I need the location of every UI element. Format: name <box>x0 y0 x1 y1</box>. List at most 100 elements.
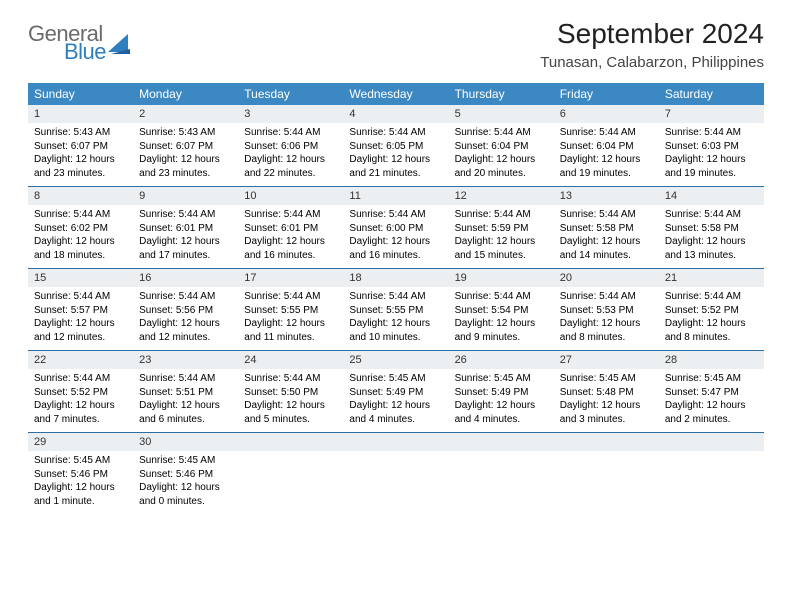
day-number: 27 <box>554 351 659 369</box>
sunset-text: Sunset: 5:58 PM <box>560 222 653 236</box>
day-cell: 25Sunrise: 5:45 AMSunset: 5:49 PMDayligh… <box>343 351 448 432</box>
calendar-week-row: 22Sunrise: 5:44 AMSunset: 5:52 PMDayligh… <box>28 351 764 433</box>
daylight-text: Daylight: 12 hours and 3 minutes. <box>560 399 653 426</box>
day-number: 19 <box>449 269 554 287</box>
day-number: 6 <box>554 105 659 123</box>
day-cell: 6Sunrise: 5:44 AMSunset: 6:04 PMDaylight… <box>554 105 659 186</box>
sunrise-text: Sunrise: 5:45 AM <box>349 372 442 386</box>
day-details: Sunrise: 5:45 AMSunset: 5:46 PMDaylight:… <box>133 451 238 514</box>
weekday-header: Saturday <box>659 83 764 105</box>
day-details: Sunrise: 5:44 AMSunset: 5:51 PMDaylight:… <box>133 369 238 432</box>
sunset-text: Sunset: 6:03 PM <box>665 140 758 154</box>
day-cell: 13Sunrise: 5:44 AMSunset: 5:58 PMDayligh… <box>554 187 659 268</box>
day-cell: 10Sunrise: 5:44 AMSunset: 6:01 PMDayligh… <box>238 187 343 268</box>
title-block: September 2024 Tunasan, Calabarzon, Phil… <box>540 18 764 71</box>
daylight-text: Daylight: 12 hours and 22 minutes. <box>244 153 337 180</box>
sunrise-text: Sunrise: 5:44 AM <box>34 372 127 386</box>
sunrise-text: Sunrise: 5:44 AM <box>139 290 232 304</box>
sunrise-text: Sunrise: 5:45 AM <box>560 372 653 386</box>
day-cell: 11Sunrise: 5:44 AMSunset: 6:00 PMDayligh… <box>343 187 448 268</box>
sunset-text: Sunset: 6:04 PM <box>455 140 548 154</box>
day-cell: 2Sunrise: 5:43 AMSunset: 6:07 PMDaylight… <box>133 105 238 186</box>
sunrise-text: Sunrise: 5:44 AM <box>349 208 442 222</box>
day-details: Sunrise: 5:44 AMSunset: 6:06 PMDaylight:… <box>238 123 343 186</box>
daylight-text: Daylight: 12 hours and 0 minutes. <box>139 481 232 508</box>
sunset-text: Sunset: 5:51 PM <box>139 386 232 400</box>
day-number: 7 <box>659 105 764 123</box>
sunset-text: Sunset: 6:01 PM <box>244 222 337 236</box>
day-details: Sunrise: 5:44 AMSunset: 5:52 PMDaylight:… <box>28 369 133 432</box>
day-details <box>659 451 764 511</box>
day-cell: 4Sunrise: 5:44 AMSunset: 6:05 PMDaylight… <box>343 105 448 186</box>
day-details: Sunrise: 5:44 AMSunset: 5:56 PMDaylight:… <box>133 287 238 350</box>
day-cell: 16Sunrise: 5:44 AMSunset: 5:56 PMDayligh… <box>133 269 238 350</box>
calendar-week-row: 29Sunrise: 5:45 AMSunset: 5:46 PMDayligh… <box>28 433 764 514</box>
sunrise-text: Sunrise: 5:44 AM <box>455 208 548 222</box>
sunrise-text: Sunrise: 5:44 AM <box>665 290 758 304</box>
daylight-text: Daylight: 12 hours and 8 minutes. <box>665 317 758 344</box>
day-number: 17 <box>238 269 343 287</box>
daylight-text: Daylight: 12 hours and 4 minutes. <box>455 399 548 426</box>
day-number: 8 <box>28 187 133 205</box>
sunrise-text: Sunrise: 5:44 AM <box>349 290 442 304</box>
day-cell: 29Sunrise: 5:45 AMSunset: 5:46 PMDayligh… <box>28 433 133 514</box>
day-cell: 19Sunrise: 5:44 AMSunset: 5:54 PMDayligh… <box>449 269 554 350</box>
sunset-text: Sunset: 5:52 PM <box>34 386 127 400</box>
day-number: 24 <box>238 351 343 369</box>
day-cell: 26Sunrise: 5:45 AMSunset: 5:49 PMDayligh… <box>449 351 554 432</box>
sunrise-text: Sunrise: 5:44 AM <box>560 290 653 304</box>
sunrise-text: Sunrise: 5:44 AM <box>139 372 232 386</box>
weekday-header-row: SundayMondayTuesdayWednesdayThursdayFrid… <box>28 83 764 105</box>
daylight-text: Daylight: 12 hours and 12 minutes. <box>139 317 232 344</box>
empty-day-cell <box>659 433 764 514</box>
day-number: 10 <box>238 187 343 205</box>
brand-logo: General Blue <box>28 24 132 62</box>
day-details: Sunrise: 5:44 AMSunset: 5:50 PMDaylight:… <box>238 369 343 432</box>
daylight-text: Daylight: 12 hours and 4 minutes. <box>349 399 442 426</box>
sunset-text: Sunset: 5:59 PM <box>455 222 548 236</box>
day-details: Sunrise: 5:44 AMSunset: 6:05 PMDaylight:… <box>343 123 448 186</box>
day-number: 18 <box>343 269 448 287</box>
day-details: Sunrise: 5:45 AMSunset: 5:49 PMDaylight:… <box>343 369 448 432</box>
logo-sail-icon <box>108 34 132 56</box>
sunset-text: Sunset: 5:46 PM <box>139 468 232 482</box>
day-cell: 14Sunrise: 5:44 AMSunset: 5:58 PMDayligh… <box>659 187 764 268</box>
daylight-text: Daylight: 12 hours and 12 minutes. <box>34 317 127 344</box>
day-number <box>554 433 659 451</box>
daylight-text: Daylight: 12 hours and 6 minutes. <box>139 399 232 426</box>
sunrise-text: Sunrise: 5:44 AM <box>455 126 548 140</box>
daylight-text: Daylight: 12 hours and 23 minutes. <box>139 153 232 180</box>
sunset-text: Sunset: 5:58 PM <box>665 222 758 236</box>
day-details <box>449 451 554 511</box>
sunrise-text: Sunrise: 5:44 AM <box>349 126 442 140</box>
day-details: Sunrise: 5:44 AMSunset: 5:53 PMDaylight:… <box>554 287 659 350</box>
sunrise-text: Sunrise: 5:44 AM <box>34 208 127 222</box>
weekday-header: Monday <box>133 83 238 105</box>
day-cell: 23Sunrise: 5:44 AMSunset: 5:51 PMDayligh… <box>133 351 238 432</box>
empty-day-cell <box>238 433 343 514</box>
day-number: 23 <box>133 351 238 369</box>
empty-day-cell <box>554 433 659 514</box>
day-details: Sunrise: 5:45 AMSunset: 5:48 PMDaylight:… <box>554 369 659 432</box>
daylight-text: Daylight: 12 hours and 19 minutes. <box>560 153 653 180</box>
day-cell: 15Sunrise: 5:44 AMSunset: 5:57 PMDayligh… <box>28 269 133 350</box>
empty-day-cell <box>343 433 448 514</box>
day-cell: 17Sunrise: 5:44 AMSunset: 5:55 PMDayligh… <box>238 269 343 350</box>
daylight-text: Daylight: 12 hours and 16 minutes. <box>349 235 442 262</box>
day-details: Sunrise: 5:44 AMSunset: 6:03 PMDaylight:… <box>659 123 764 186</box>
day-details: Sunrise: 5:45 AMSunset: 5:47 PMDaylight:… <box>659 369 764 432</box>
day-number <box>343 433 448 451</box>
page-header: General Blue September 2024 Tunasan, Cal… <box>28 18 764 71</box>
day-number <box>659 433 764 451</box>
day-number: 12 <box>449 187 554 205</box>
empty-day-cell <box>449 433 554 514</box>
daylight-text: Daylight: 12 hours and 18 minutes. <box>34 235 127 262</box>
day-details: Sunrise: 5:44 AMSunset: 5:54 PMDaylight:… <box>449 287 554 350</box>
sunset-text: Sunset: 6:01 PM <box>139 222 232 236</box>
day-details: Sunrise: 5:44 AMSunset: 6:01 PMDaylight:… <box>238 205 343 268</box>
sunset-text: Sunset: 5:48 PM <box>560 386 653 400</box>
day-number: 11 <box>343 187 448 205</box>
sunrise-text: Sunrise: 5:45 AM <box>455 372 548 386</box>
day-details: Sunrise: 5:44 AMSunset: 5:52 PMDaylight:… <box>659 287 764 350</box>
sunset-text: Sunset: 5:47 PM <box>665 386 758 400</box>
